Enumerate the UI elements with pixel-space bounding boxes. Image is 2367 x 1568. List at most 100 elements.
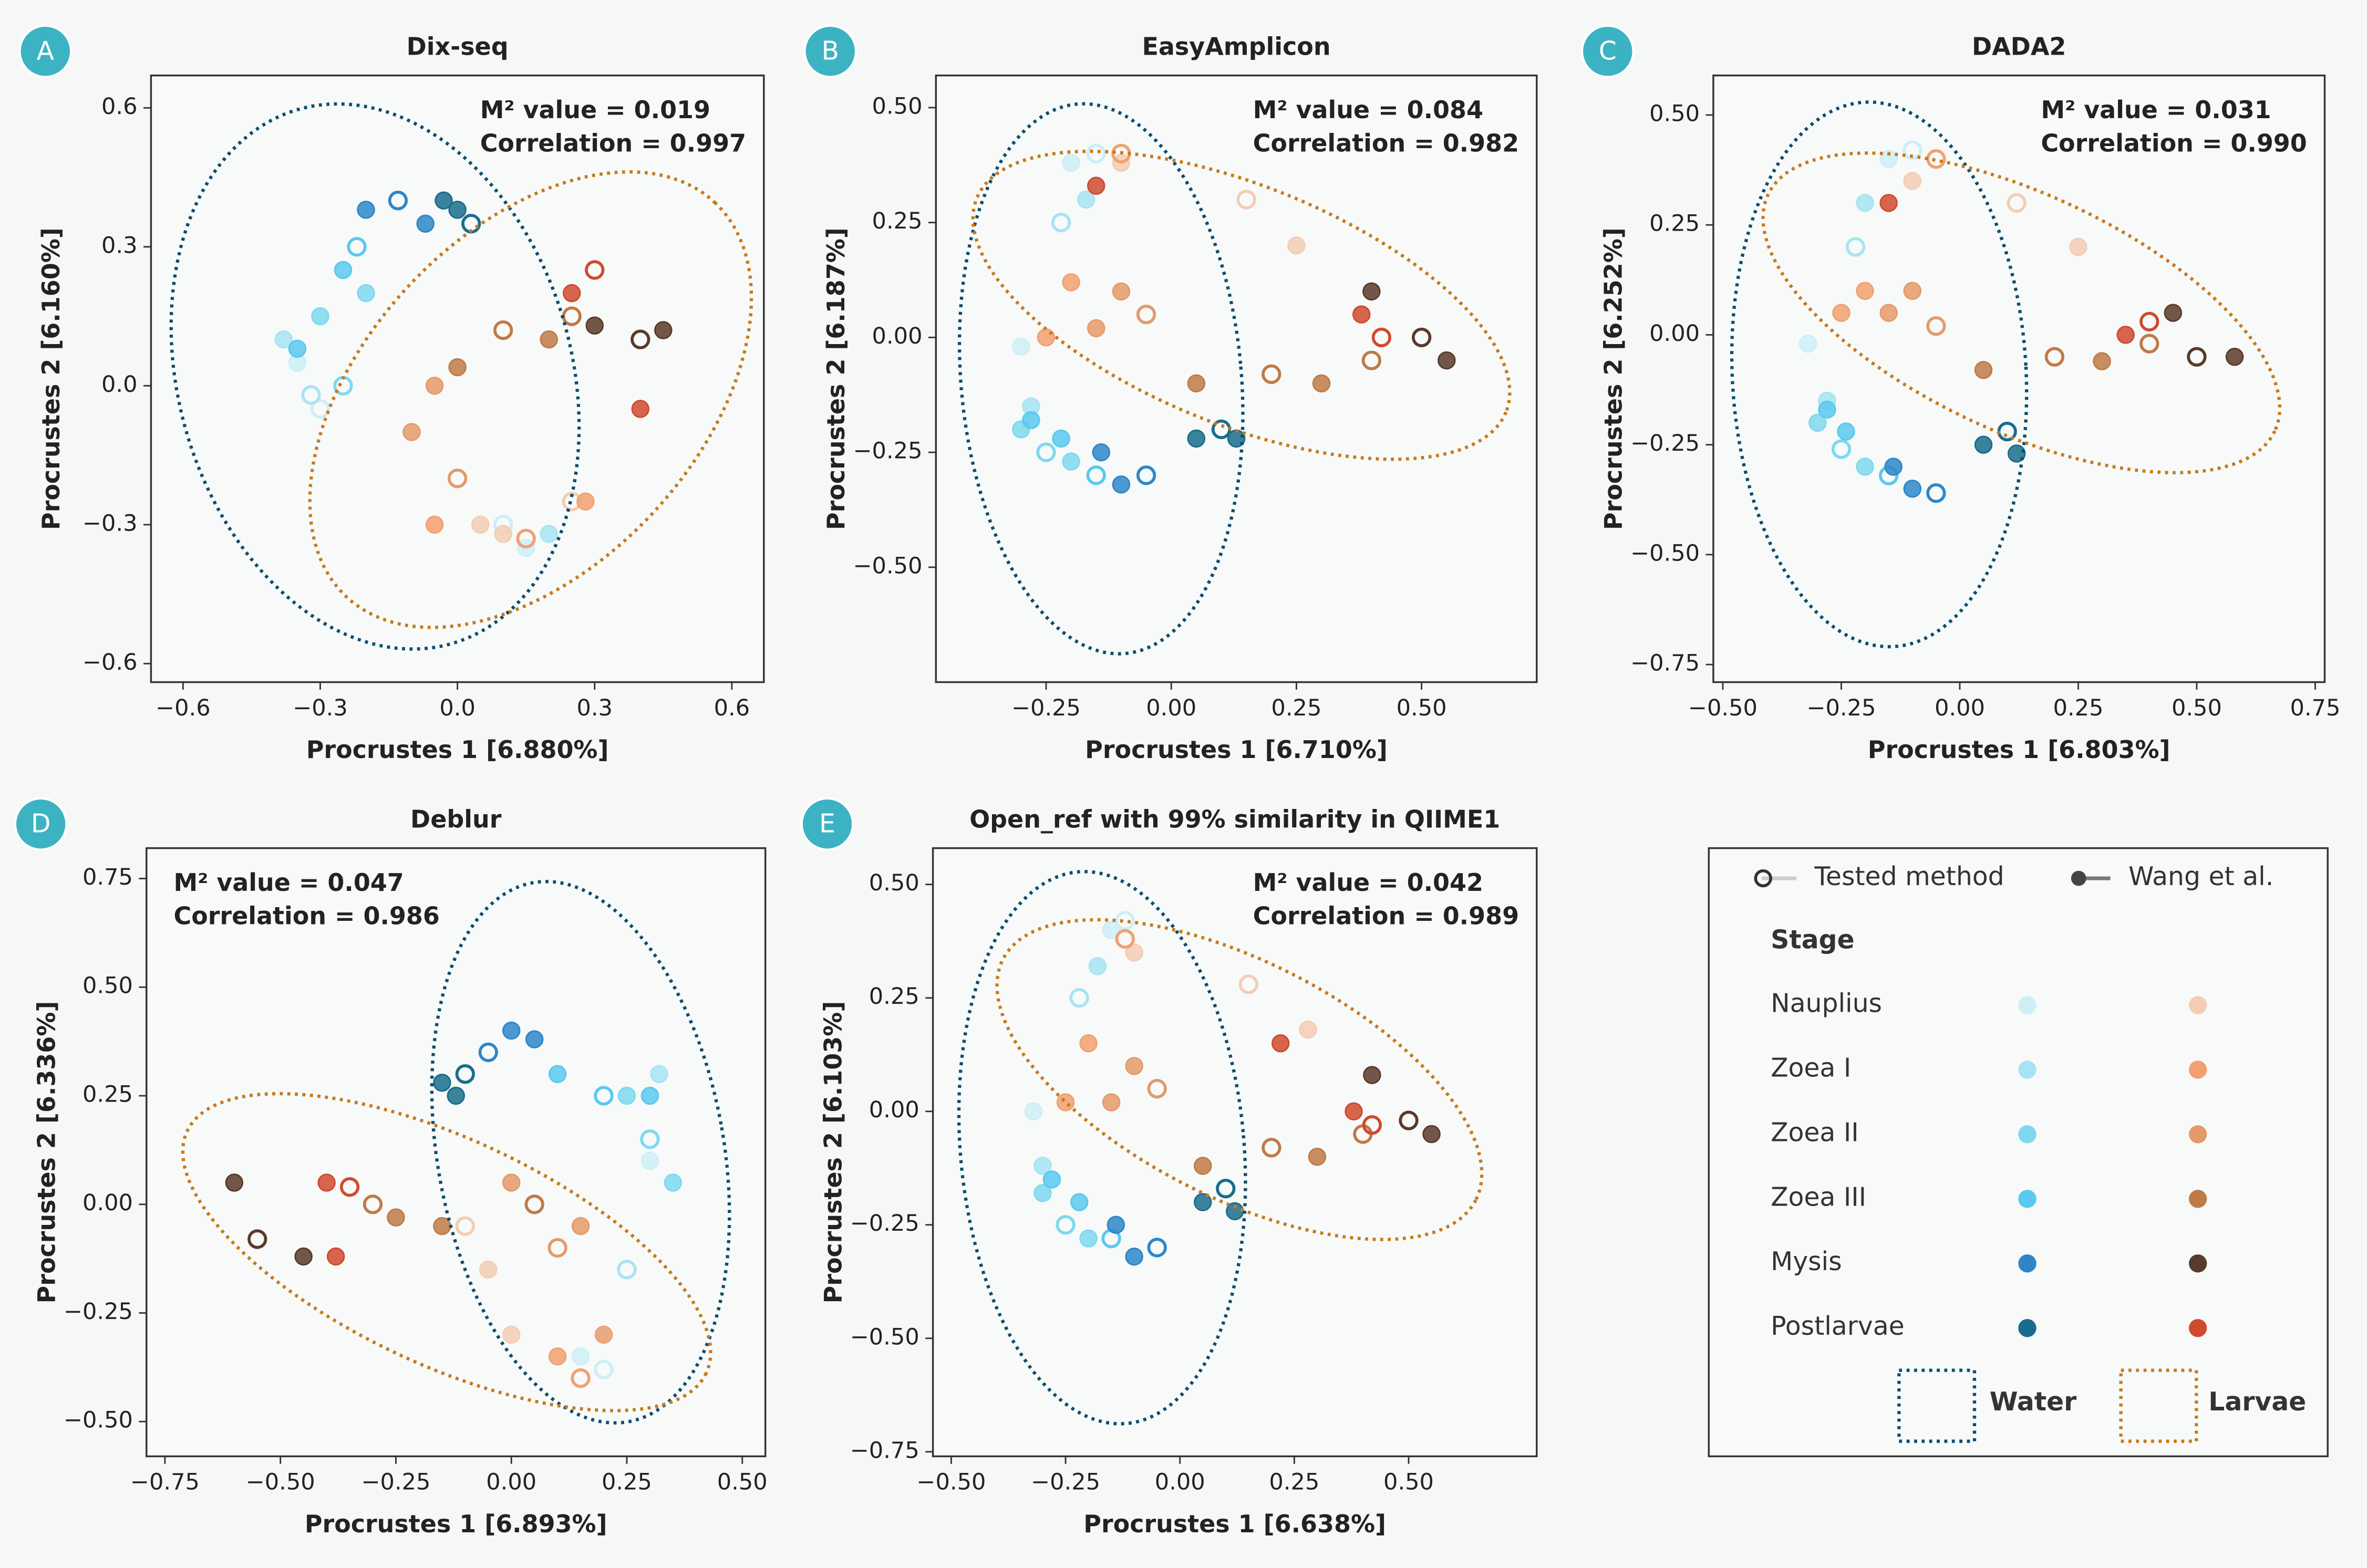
point <box>540 330 558 349</box>
point <box>1136 304 1156 325</box>
point <box>1799 334 1817 353</box>
point <box>571 1217 590 1235</box>
y-tick-label: 0.00 <box>869 1097 919 1123</box>
x-tick-label: −0.50 <box>916 1469 986 1496</box>
point <box>435 191 453 210</box>
point <box>1808 413 1827 432</box>
legend-larvae-label: Larvae <box>2208 1387 2306 1417</box>
point <box>1363 1066 1381 1084</box>
x-tick-label: 0.6 <box>714 695 750 721</box>
y-tick-label: −0.25 <box>850 1210 919 1237</box>
point <box>1856 194 1874 212</box>
point <box>1926 483 1946 503</box>
point <box>1147 1078 1167 1099</box>
point <box>493 320 513 340</box>
point <box>1879 304 1898 322</box>
x-tick-label: 0.00 <box>486 1469 536 1496</box>
legend-stage: Zoea III <box>1771 1182 1866 1212</box>
annotation: Correlation = 0.986 <box>173 901 439 930</box>
point <box>1287 236 1306 255</box>
x-tick-label: −0.25 <box>361 1469 430 1496</box>
annotation: M² value = 0.047 <box>173 868 404 897</box>
point <box>347 237 367 257</box>
point <box>425 377 444 395</box>
point <box>1238 974 1258 994</box>
point <box>1033 1184 1052 1202</box>
y-tick-label: −0.75 <box>850 1437 919 1463</box>
point <box>571 1368 591 1388</box>
legend-larvae-dot <box>2188 1254 2207 1273</box>
x-tick-label: −0.25 <box>1011 695 1081 721</box>
x-axis-label: Procrustes 1 [6.710%] <box>1085 735 1388 764</box>
point <box>363 1195 383 1214</box>
point <box>1399 1110 1419 1130</box>
panel-letter: E <box>819 809 835 839</box>
x-tick-label: −0.25 <box>1031 1469 1100 1496</box>
point <box>1062 153 1080 172</box>
point <box>317 1174 336 1192</box>
point <box>1012 337 1030 356</box>
y-tick-label: 0.3 <box>101 232 138 258</box>
point <box>311 307 329 326</box>
point <box>1352 305 1371 324</box>
legend-box <box>1708 847 2329 1458</box>
y-tick-label: 0.25 <box>872 208 923 234</box>
group-ellipse <box>971 149 1512 461</box>
point <box>1884 458 1903 476</box>
point <box>2187 347 2207 367</box>
point <box>1361 350 1382 370</box>
legend-stage: Nauplius <box>1771 988 1882 1018</box>
panel-letter: C <box>1599 36 1617 66</box>
y-tick-label: 0.6 <box>101 94 138 120</box>
legend-reference-label: Wang et al. <box>2128 861 2273 891</box>
group-ellipse <box>957 102 1245 656</box>
legend-stage: Mysis <box>1771 1247 1842 1276</box>
panel-letter: D <box>31 809 51 839</box>
legend-stage: Zoea I <box>1771 1053 1851 1083</box>
point <box>1077 190 1095 209</box>
point <box>494 525 512 543</box>
x-tick-label: 0.25 <box>602 1469 652 1496</box>
point <box>1438 351 1456 370</box>
point <box>447 1086 465 1105</box>
point <box>1024 1102 1043 1120</box>
x-tick-label: 0.0 <box>439 695 476 721</box>
point <box>479 1260 498 1279</box>
x-tick-label: 0.50 <box>717 1469 768 1496</box>
point <box>225 1174 244 1192</box>
point <box>357 201 375 219</box>
x-tick-label: 0.00 <box>1155 1469 1205 1496</box>
y-tick-label: 0.00 <box>1649 320 1700 347</box>
point <box>294 1247 313 1266</box>
point <box>664 1174 683 1192</box>
point <box>1272 1034 1290 1053</box>
panel-title: Open_ref with 99% similarity in QIIME1 <box>969 805 1500 833</box>
point <box>1837 422 1855 441</box>
panel-title: EasyAmplicon <box>1142 32 1331 60</box>
point <box>1362 1115 1382 1135</box>
point <box>540 525 558 543</box>
point <box>2007 193 2027 213</box>
point <box>1879 150 1898 168</box>
point <box>1125 943 1143 962</box>
point <box>1087 319 1105 338</box>
point <box>387 1208 405 1227</box>
point <box>1056 1093 1075 1112</box>
group-ellipse <box>308 170 753 629</box>
x-axis-label: Procrustes 1 [6.803%] <box>1868 735 2170 764</box>
point <box>2139 334 2159 354</box>
point <box>1062 273 1080 292</box>
point <box>594 1325 613 1344</box>
panel-title: Deblur <box>410 805 502 833</box>
x-tick-label: −0.75 <box>130 1469 200 1496</box>
y-tick-label: −0.25 <box>853 438 922 464</box>
annotation: Correlation = 0.982 <box>1253 129 1519 157</box>
legend-tested-marker <box>1754 869 1772 888</box>
legend-water-dot <box>2018 1125 2037 1144</box>
plot-area <box>932 847 1538 1458</box>
x-tick-label: 0.25 <box>2053 695 2103 721</box>
y-axis-label: Procrustes 2 [6.252%] <box>1599 227 1628 530</box>
y-tick-label: −0.50 <box>850 1324 919 1350</box>
point <box>1187 374 1206 393</box>
